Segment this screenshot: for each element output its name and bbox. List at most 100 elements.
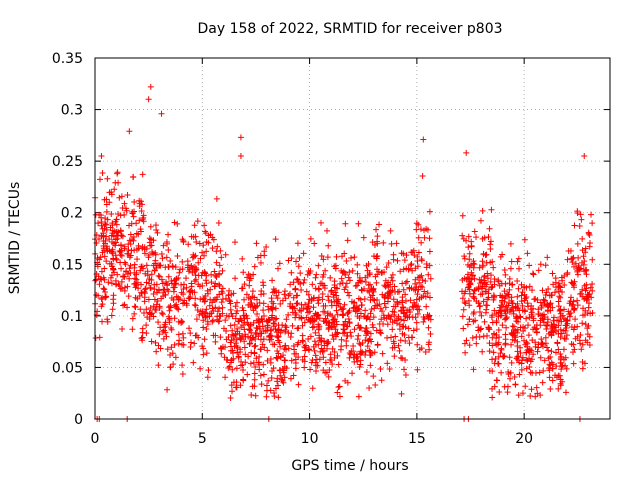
data-point [262,328,269,335]
data-point [325,297,332,304]
data-point [117,251,124,258]
data-point [545,347,552,354]
data-point [324,345,331,352]
data-point [354,313,361,320]
data-point [329,332,336,339]
data-point [367,310,374,317]
data-point [385,259,392,266]
data-point [371,305,378,312]
data-point [138,263,145,270]
data-point [170,288,177,295]
data-point [229,327,236,334]
data-point [179,341,186,348]
data-point [511,374,518,381]
data-point [367,352,374,359]
data-point [193,316,200,323]
data-point [345,309,352,316]
data-point [135,231,142,238]
data-point [355,220,362,227]
data-point [155,362,162,369]
data-point [205,367,212,374]
data-point [582,266,589,273]
data-point [110,266,117,273]
data-point [394,299,401,306]
data-point [274,378,281,385]
data-point [121,301,128,308]
data-point [579,286,586,293]
data-point [322,302,329,309]
data-point [532,339,539,346]
data-point [499,251,506,258]
data-point [414,306,421,313]
data-point [335,296,342,303]
data-point [334,389,341,396]
data-point [517,324,524,331]
data-point [502,280,509,287]
data-point [147,83,154,90]
data-point [134,279,141,286]
data-point [415,249,422,256]
data-point [412,314,419,321]
data-point [465,297,472,304]
data-point [530,305,537,312]
data-point [317,280,324,287]
data-point [240,376,247,383]
data-point [203,248,210,255]
data-point [426,208,433,215]
data-point [240,269,247,276]
data-point [157,345,164,352]
data-point [577,340,584,347]
data-point [126,275,133,282]
data-point [424,311,431,318]
data-point [152,339,159,346]
data-point [350,342,357,349]
data-point [344,332,351,339]
data-point [540,311,547,318]
data-point [514,258,521,265]
data-point [532,393,539,400]
data-point [118,193,125,200]
data-point [373,226,380,233]
data-point [293,311,300,318]
data-point [390,251,397,258]
data-point [384,360,391,367]
data-point [179,258,186,265]
data-point [466,316,473,323]
data-point [110,256,117,263]
data-point [479,258,486,265]
data-point [201,252,208,259]
data-point [111,186,118,193]
data-point [574,333,581,340]
data-point [374,342,381,349]
data-point [162,319,169,326]
data-point [356,364,363,371]
data-point [413,296,420,303]
data-point [287,300,294,307]
data-point [495,277,502,284]
data-point [133,230,140,237]
data-point [369,239,376,246]
data-point [229,366,236,373]
data-point [486,340,493,347]
data-point [513,313,520,320]
data-point [584,339,591,346]
data-point [355,295,362,302]
data-point [176,337,183,344]
data-point [333,307,340,314]
data-point [195,259,202,266]
data-point [322,267,329,274]
data-point [96,236,103,243]
data-point [294,300,301,307]
data-point [367,330,374,337]
data-point [547,362,554,369]
data-point [555,288,562,295]
data-point [489,356,496,363]
data-point [345,316,352,323]
data-point [323,227,330,234]
data-point [581,152,588,159]
data-point [385,312,392,319]
data-point [506,286,513,293]
data-point [213,259,220,266]
x-tick-labels: 0 5 10 15 20 [91,431,534,447]
data-point [99,294,106,301]
